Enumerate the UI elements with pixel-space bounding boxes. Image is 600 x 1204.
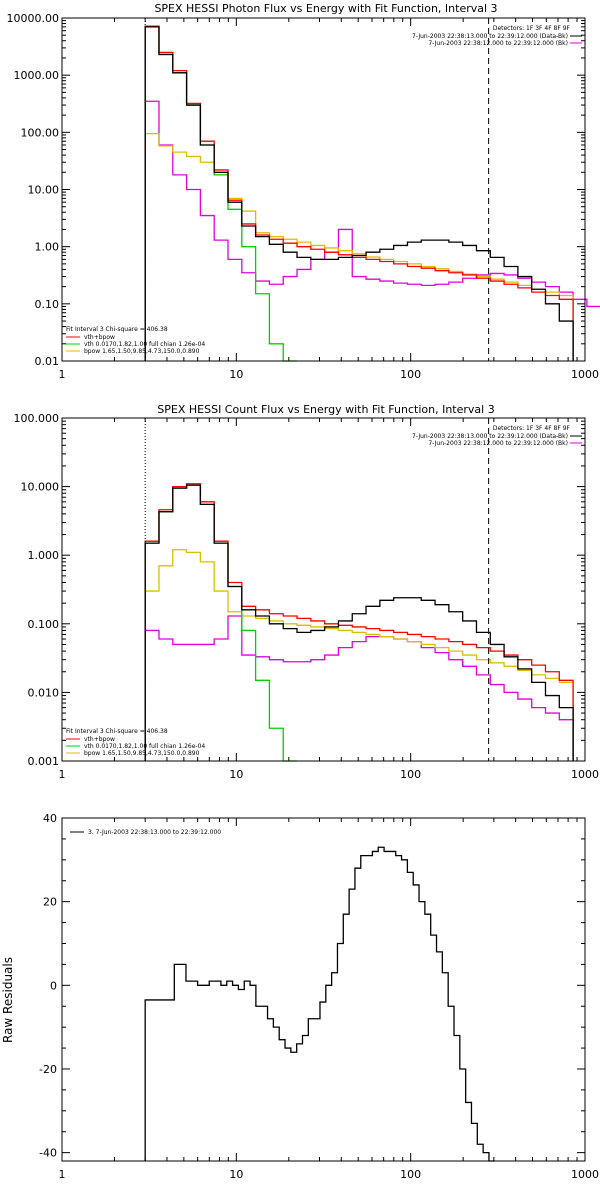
series-total-line [145,485,573,761]
y-tick-label: 1.00 [35,241,60,254]
series-total-line [145,847,495,1161]
series-vth-line [145,27,297,361]
x-tick-label: 1000 [571,1168,599,1181]
y-ticks: 0.01 0.10 1.00 10.00 100.00 1000.00 10000.00 [7,12,586,368]
y-tick-label: 10.000 [21,481,60,494]
legend-text: 7-Jun-2003 22:38:12.000 to 22:39:12.000 … [428,40,568,47]
y-tick-label: 10000.00 [7,12,60,25]
y-tick-label: 40 [43,812,57,825]
legend-top-right: Detectors: 1F 3F 4F 8F 9F 7-Jun-2003 22:… [412,25,582,47]
plot-frame [62,418,585,761]
y-tick-label: 10.00 [28,184,60,197]
x-tick-label: 1 [59,368,66,381]
legend-text: 7-Jun-2003 22:38:13.000 to 22:39:12.000 … [412,33,568,40]
x-ticks: 1 10 100 1000 [59,818,600,1181]
plot-frame [62,818,585,1161]
x-tick-label: 1 [59,768,66,781]
x-tick-label: 10 [229,368,243,381]
x-tick-label: 100 [400,1168,421,1181]
legend-text: vth 0.0170,1.82,1.00 full chian 1.26e-04 [84,743,205,750]
series-layer [145,847,495,1161]
y-tick-label: 0.10 [35,298,60,311]
y-tick-label: 0.01 [35,355,60,368]
plot-frame [62,18,585,361]
legend-text: 7-Jun-2003 22:38:12.000 to 22:39:12.000 … [428,440,568,447]
series-vth-line [145,485,297,761]
legend-text: vth 0.0170,1.82,1.00 full chian 1.26e-04 [84,341,205,348]
y-tick-label: -40 [39,1147,57,1160]
x-tick-label: 1 [59,1168,66,1181]
legend-text: vth+bpow [84,334,115,341]
y-tick-label: 0.100 [28,618,60,631]
legend-top-left: 3. 7-Jun-2003 22:38:13.000 to 22:39:12.0… [70,829,221,836]
y-tick-label: 0 [50,979,57,992]
series-bpow-line [145,134,573,361]
x-tick-label: 1000 [571,768,599,781]
series-layer [145,484,573,761]
series-sum-line [145,484,573,761]
series-layer [145,26,600,361]
legend-text: bpow 1.65,1.50,9.85,4.73,150.0,0.890 [84,348,200,355]
legend-text: Fit Interval 3 Chi-square = 406.38 [66,326,168,333]
legend-text: Detectors: 1F 3F 4F 8F 9F [493,425,571,432]
x-tick-label: 100 [400,768,421,781]
y-tick-label: 0.010 [28,686,60,699]
y-tick-label: -20 [39,1063,57,1076]
y-ticks: 0.001 0.010 0.100 1.000 10.000 100.000 [14,412,586,768]
panel-photon-flux: SPEX HESSI Photon Flux vs Energy with Fi… [7,2,600,381]
marker-lines [145,418,488,761]
x-tick-label: 10 [229,768,243,781]
y-tick-label: 20 [43,896,57,909]
legend-bottom-left: Fit Interval 3 Chi-square = 406.38 vth+b… [66,326,205,355]
legend-text: 7-Jun-2003 22:38:13.000 to 22:39:12.000 … [412,433,568,440]
x-tick-label: 10 [229,1168,243,1181]
y-tick-label: 1.000 [28,549,60,562]
x-tick-label: 100 [400,368,421,381]
x-tick-label: 1000 [571,368,599,381]
legend-text: bpow 1.65,1.50,9.85,4.73,150.0,0.890 [84,750,200,757]
legend-text: vth+bpow [84,736,115,743]
legend-bottom-left: Fit Interval 3 Chi-square = 406.38 vth+b… [66,728,205,757]
y-axis-label: Raw Residuals [1,957,15,1043]
y-tick-label: 0.001 [28,755,60,768]
series-sum-line [145,26,573,361]
legend-text: 3. 7-Jun-2003 22:38:13.000 to 22:39:12.0… [88,829,221,836]
legend-top-right: Detectors: 1F 3F 4F 8F 9F 7-Jun-2003 22:… [412,425,582,447]
series-bk-line [145,616,573,761]
panel-residuals: Raw Residuals -40 -20 0 20 40 1 10 100 1000 3. … [1,812,599,1181]
series-bk-line [145,101,600,361]
y-tick-label: 1000.00 [14,69,60,82]
chart-title: SPEX HESSI Count Flux vs Energy with Fit… [157,403,494,416]
x-ticks: 1 10 100 1000 [59,418,600,781]
y-ticks: -40 -20 0 20 40 [39,812,585,1160]
panel-count-flux: SPEX HESSI Count Flux vs Energy with Fit… [14,403,600,781]
y-tick-label: 100.000 [14,412,60,425]
legend-text: Detectors: 1F 3F 4F 8F 9F [493,25,571,32]
series-total-line [145,27,573,361]
chart-title: SPEX HESSI Photon Flux vs Energy with Fi… [154,2,497,15]
legend-text: Fit Interval 3 Chi-square = 406.38 [66,728,168,735]
y-tick-label: 100.00 [21,126,60,139]
